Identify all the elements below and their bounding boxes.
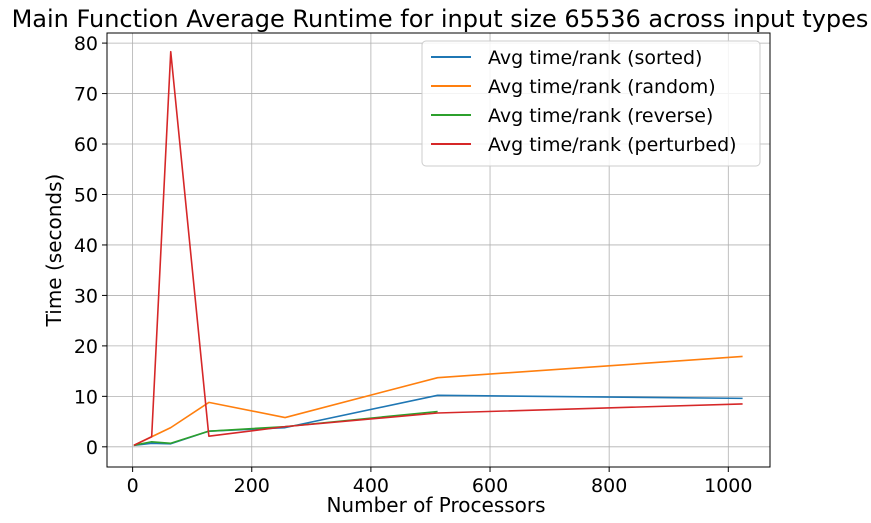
y-tick-label: 60 bbox=[74, 134, 98, 156]
y-tick-label: 80 bbox=[74, 33, 98, 55]
series-line-1 bbox=[133, 355, 743, 447]
legend-label-3: Avg time/rank (perturbed) bbox=[488, 134, 737, 156]
y-tick-label: 70 bbox=[74, 84, 98, 106]
legend: Avg time/rank (sorted) Avg time/rank (ran… bbox=[421, 40, 761, 167]
y-axis-label: Time (seconds) bbox=[42, 174, 66, 328]
y-tick-label: 30 bbox=[74, 285, 98, 307]
x-tick-label: 0 bbox=[127, 475, 139, 497]
legend-label-0: Avg time/rank (sorted) bbox=[488, 47, 702, 69]
x-tick-label: 1000 bbox=[704, 475, 752, 497]
y-tick-label: 10 bbox=[74, 386, 98, 408]
x-tick-label: 600 bbox=[472, 475, 508, 497]
x-axis-label: Number of Processors bbox=[326, 493, 545, 517]
y-tick-label: 20 bbox=[74, 336, 98, 358]
legend-box bbox=[421, 40, 761, 167]
y-tick-label: 40 bbox=[74, 235, 98, 257]
series-line-3 bbox=[133, 50, 743, 447]
y-axis-ticks: 0 10 20 30 40 50 60 70 80 bbox=[74, 33, 107, 459]
y-tick-label: 0 bbox=[86, 437, 98, 459]
series-line-0 bbox=[133, 394, 743, 447]
plot-frame bbox=[106, 32, 771, 468]
series-lines bbox=[133, 50, 743, 447]
legend-label-1: Avg time/rank (random) bbox=[488, 76, 716, 98]
x-tick-label: 400 bbox=[353, 475, 389, 497]
y-tick-label: 50 bbox=[74, 184, 98, 206]
legend-label-2: Avg time/rank (reverse) bbox=[488, 105, 713, 127]
x-axis-ticks: 0 200 400 600 800 1000 bbox=[127, 467, 752, 497]
x-tick-label: 200 bbox=[234, 475, 270, 497]
x-tick-label: 800 bbox=[591, 475, 627, 497]
chart-title: Main Function Average Runtime for input … bbox=[12, 5, 869, 33]
